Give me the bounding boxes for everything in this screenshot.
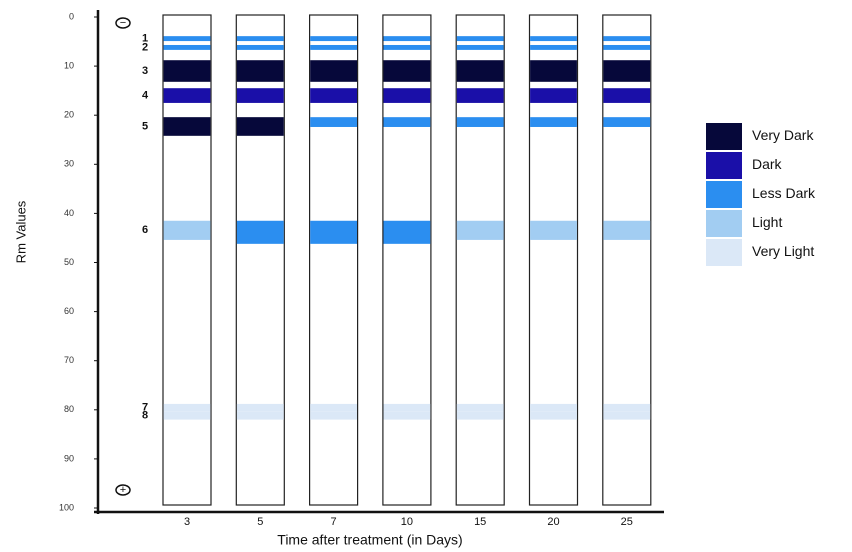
band-label: 5 xyxy=(142,120,148,132)
band xyxy=(310,36,357,41)
band xyxy=(457,117,504,127)
band xyxy=(384,404,431,412)
band xyxy=(237,60,284,82)
band xyxy=(310,404,357,412)
band xyxy=(457,88,504,103)
x-tick-label: 10 xyxy=(401,516,413,528)
band xyxy=(530,45,577,50)
legend-swatch xyxy=(706,239,742,266)
band xyxy=(457,60,504,82)
y-tick-label: 0 xyxy=(69,11,74,21)
band xyxy=(384,88,431,103)
band xyxy=(310,117,357,127)
band xyxy=(457,36,504,41)
band xyxy=(384,221,431,244)
x-tick-label: 3 xyxy=(184,516,190,528)
y-tick-label: 40 xyxy=(64,208,74,218)
band xyxy=(164,412,211,420)
band xyxy=(164,117,211,136)
band-label: 2 xyxy=(142,41,148,53)
y-tick-label: 20 xyxy=(64,110,74,120)
band xyxy=(164,88,211,103)
y-tick-label: 60 xyxy=(64,306,74,316)
band xyxy=(384,45,431,50)
band xyxy=(384,36,431,41)
band xyxy=(384,412,431,420)
band xyxy=(384,60,431,82)
band xyxy=(603,117,650,127)
band xyxy=(310,221,357,244)
band xyxy=(603,404,650,412)
band xyxy=(530,221,577,240)
band xyxy=(530,36,577,41)
legend-swatch xyxy=(706,181,742,208)
band xyxy=(310,412,357,420)
chart: Rm Values Time after treatment (in Days)… xyxy=(0,0,852,552)
legend-label: Light xyxy=(752,214,782,230)
y-tick-label: 30 xyxy=(64,159,74,169)
bottom-electrode: + xyxy=(120,484,126,496)
legend-label: Very Light xyxy=(752,243,814,259)
x-tick-label: 20 xyxy=(547,516,559,528)
y-tick-label: 90 xyxy=(64,453,74,463)
x-tick-label: 15 xyxy=(474,516,486,528)
band-label: 8 xyxy=(142,410,148,422)
y-tick-label: 80 xyxy=(64,404,74,414)
x-axis-title: Time after treatment (in Days) xyxy=(277,532,462,548)
band-label: 4 xyxy=(142,89,149,101)
band xyxy=(164,36,211,41)
band xyxy=(530,60,577,82)
legend-label: Very Dark xyxy=(752,127,814,143)
x-tick-label: 5 xyxy=(257,516,263,528)
band xyxy=(237,412,284,420)
legend-swatch xyxy=(706,210,742,237)
y-tick-label: 10 xyxy=(64,60,74,70)
band xyxy=(457,221,504,240)
band xyxy=(237,221,284,244)
band xyxy=(237,45,284,50)
band xyxy=(603,88,650,103)
legend-label: Less Dark xyxy=(752,185,816,201)
band xyxy=(237,36,284,41)
y-tick-label: 50 xyxy=(64,257,74,267)
band xyxy=(384,117,431,127)
band xyxy=(164,60,211,82)
band xyxy=(457,45,504,50)
band xyxy=(164,45,211,50)
top-electrode: − xyxy=(120,17,126,29)
y-axis-title: Rm Values xyxy=(13,200,28,263)
legend-swatch xyxy=(706,152,742,179)
band xyxy=(237,117,284,136)
x-tick-label: 7 xyxy=(331,516,337,528)
band xyxy=(310,45,357,50)
band xyxy=(603,221,650,240)
band xyxy=(237,404,284,412)
legend-label: Dark xyxy=(752,156,783,172)
band xyxy=(457,412,504,420)
y-tick-label: 100 xyxy=(59,502,74,512)
band xyxy=(237,88,284,103)
band-label: 3 xyxy=(142,65,148,77)
band xyxy=(603,36,650,41)
band xyxy=(530,412,577,420)
x-tick-label: 25 xyxy=(621,516,633,528)
band xyxy=(530,117,577,127)
band xyxy=(310,88,357,103)
band xyxy=(530,404,577,412)
band xyxy=(530,88,577,103)
band-label: 6 xyxy=(142,224,148,236)
band xyxy=(603,412,650,420)
y-tick-label: 70 xyxy=(64,355,74,365)
band xyxy=(310,60,357,82)
legend-swatch xyxy=(706,123,742,150)
band xyxy=(164,404,211,412)
band xyxy=(603,45,650,50)
band xyxy=(457,404,504,412)
band xyxy=(603,60,650,82)
band xyxy=(164,221,211,240)
